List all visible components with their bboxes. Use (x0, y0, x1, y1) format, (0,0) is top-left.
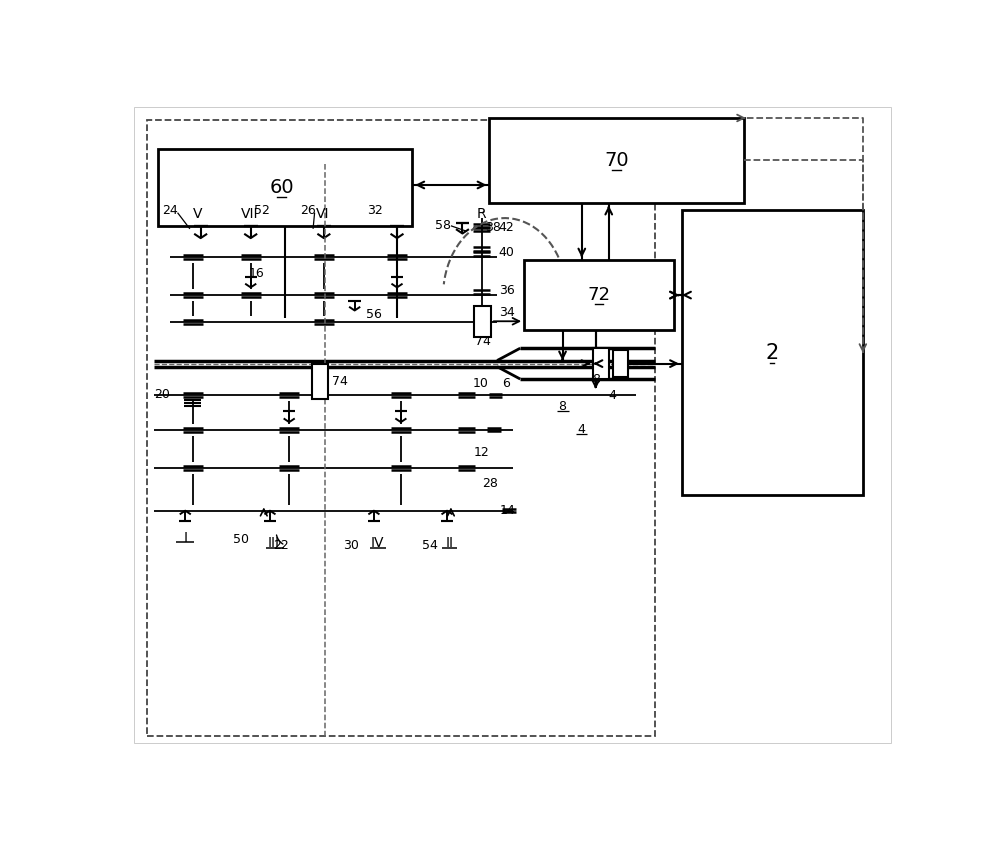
Bar (158, 149, 412, 226)
Text: 56: 56 (366, 308, 382, 321)
Text: 10: 10 (472, 377, 488, 390)
Text: 22: 22 (274, 539, 289, 552)
Bar (489, 118, 744, 203)
Text: 54: 54 (422, 539, 438, 552)
Bar (147, 120, 655, 736)
Bar (593, 349, 609, 379)
Text: 74: 74 (332, 375, 347, 388)
Text: III: III (268, 536, 280, 550)
Text: 58: 58 (435, 219, 451, 232)
Text: IV: IV (371, 536, 384, 550)
Text: 24: 24 (162, 204, 178, 217)
Text: II: II (445, 536, 453, 550)
Text: 4: 4 (578, 424, 586, 436)
Text: 30: 30 (343, 539, 359, 552)
Text: 60: 60 (269, 178, 294, 197)
Text: 14: 14 (499, 504, 515, 517)
Text: VII: VII (240, 207, 258, 221)
Text: 28: 28 (482, 477, 498, 490)
Text: 34: 34 (499, 306, 514, 318)
Text: 20: 20 (154, 388, 170, 401)
Text: 12: 12 (474, 446, 490, 460)
Text: V: V (193, 207, 202, 221)
Bar (682, 210, 863, 495)
Text: 70: 70 (604, 151, 629, 170)
Text: 6: 6 (502, 377, 510, 390)
Text: 42: 42 (499, 221, 514, 234)
Text: 26: 26 (301, 204, 316, 217)
Bar (312, 365, 328, 399)
Text: 52: 52 (254, 204, 270, 217)
Text: 8: 8 (592, 373, 600, 386)
Text: 72: 72 (587, 286, 610, 304)
Text: I: I (183, 530, 187, 545)
Text: 38: 38 (485, 221, 501, 234)
Text: 36: 36 (499, 284, 514, 297)
Text: 16: 16 (249, 267, 265, 280)
Text: 40: 40 (499, 246, 515, 259)
Text: R: R (477, 207, 487, 221)
Text: 32: 32 (368, 204, 383, 217)
Text: 4: 4 (609, 389, 617, 402)
Text: 74: 74 (475, 335, 490, 348)
Text: VI: VI (316, 207, 329, 221)
Bar (474, 306, 491, 337)
Bar (613, 349, 628, 377)
Text: 2: 2 (765, 343, 779, 363)
Text: 50: 50 (233, 534, 249, 546)
Text: 8: 8 (559, 400, 567, 413)
Bar (524, 260, 674, 330)
